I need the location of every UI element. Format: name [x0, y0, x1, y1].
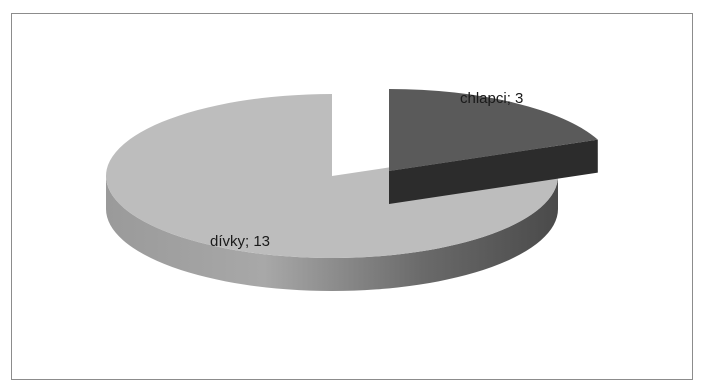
pie-slice-divky: [105, 94, 558, 258]
pie-slice-divky-side: [106, 176, 558, 291]
pie-slice-chlapci-edge: [389, 139, 598, 204]
pie-slice-chlapci: [389, 89, 598, 171]
data-label-chlapci: chlapci; 3: [460, 90, 523, 107]
data-label-divky: dívky; 13: [210, 233, 270, 250]
